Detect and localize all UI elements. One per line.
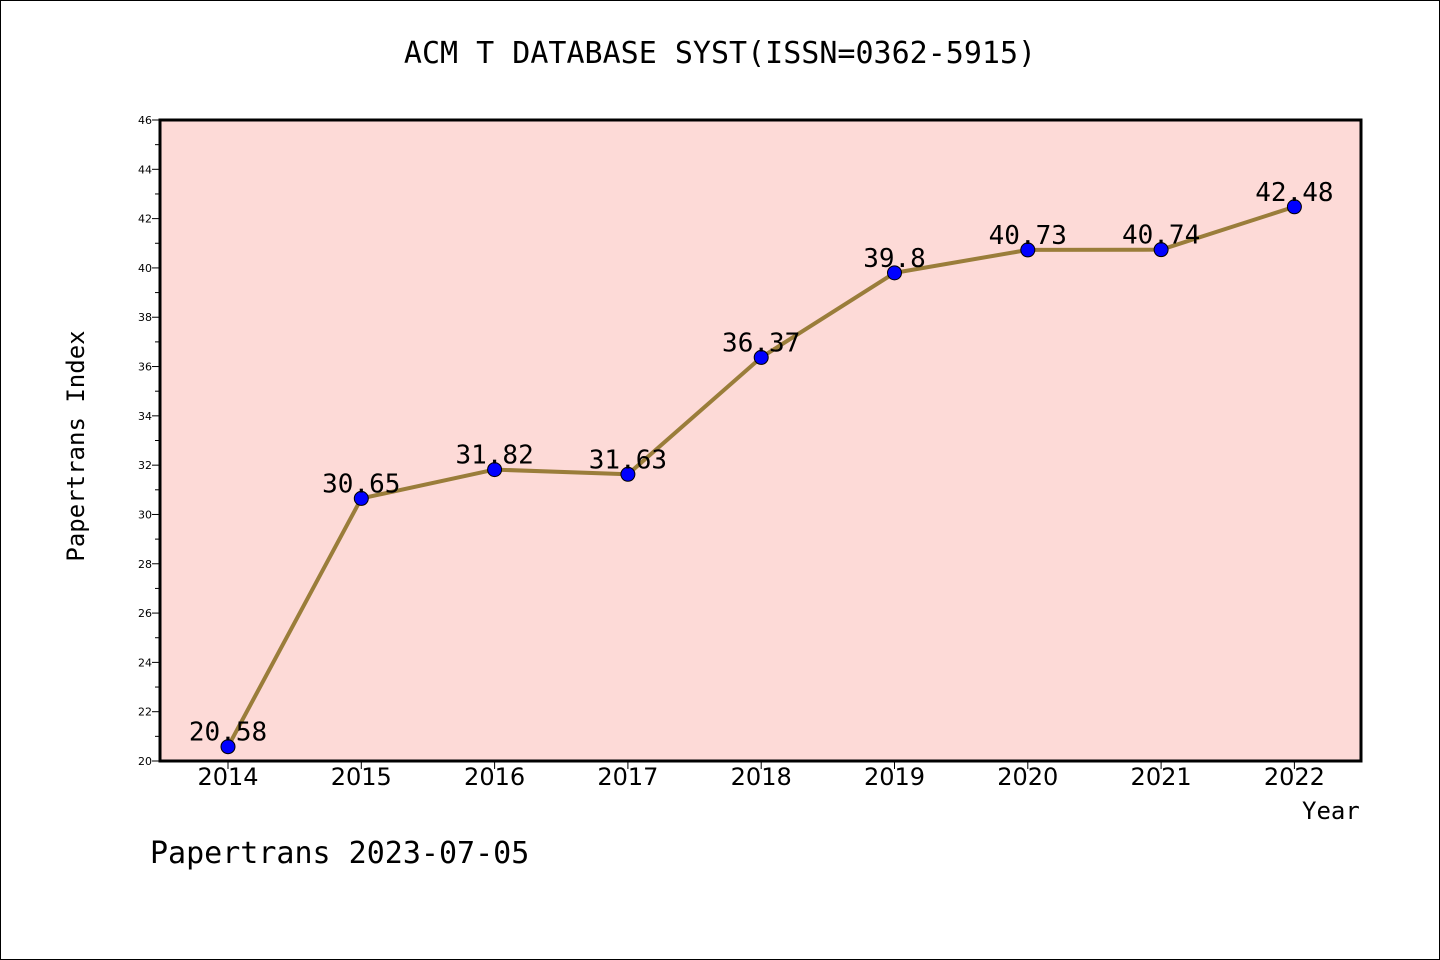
x-tick-label: 2015	[331, 763, 392, 791]
plot-area	[160, 120, 1361, 761]
data-point	[353, 490, 369, 506]
y-tick-label: 46	[138, 114, 152, 127]
x-axis-ticks: 2014 2015 2016 2017 2018 2019 2020 2021 2022	[197, 761, 1325, 791]
x-tick-label: 2016	[464, 763, 525, 791]
data-label: 40.73	[989, 221, 1067, 251]
data-label: 40.74	[1122, 221, 1200, 251]
y-tick-label: 32	[138, 459, 152, 472]
y-tick-label: 20	[138, 755, 152, 768]
data-label: 36.37	[722, 328, 800, 358]
y-tick-label: 28	[138, 558, 152, 571]
data-label: 30.65	[322, 469, 400, 499]
data-labels: 20.58 30.65 31.82 31.63 36.37 39.8 40.73 40.74 4…	[189, 178, 1334, 748]
data-points	[220, 199, 1302, 755]
data-point	[1153, 242, 1169, 258]
data-point	[620, 466, 636, 482]
data-label: 31.63	[589, 445, 667, 475]
y-tick-label: 24	[138, 656, 152, 669]
chart-title: ACM T DATABASE SYST(ISSN=0362-5915)	[403, 36, 1037, 71]
x-tick-label: 2014	[197, 763, 258, 791]
x-tick-label: 2020	[997, 763, 1058, 791]
x-tick-label: 2022	[1264, 763, 1325, 791]
data-label: 39.8	[863, 244, 926, 274]
y-axis-ticks: 20 22 24 26 28 30 32 34 36 38 40 42 44 46	[138, 114, 160, 768]
x-axis-label: Year	[1302, 797, 1360, 825]
data-label: 42.48	[1255, 178, 1333, 208]
data-point	[220, 739, 236, 755]
x-tick-label: 2018	[731, 763, 792, 791]
y-tick-label: 34	[138, 410, 152, 423]
data-label: 31.82	[455, 441, 533, 471]
y-tick-label: 36	[138, 361, 152, 374]
data-point	[753, 349, 769, 365]
footer-text: Papertrans 2023-07-05	[150, 836, 530, 871]
plot-border	[158, 118, 1363, 763]
data-point	[887, 265, 902, 281]
y-tick-label: 42	[138, 213, 152, 226]
y-tick-label: 22	[138, 706, 152, 719]
data-point	[487, 462, 503, 478]
x-tick-label: 2017	[597, 763, 658, 791]
y-tick-label: 26	[138, 607, 152, 620]
x-tick-label: 2021	[1131, 763, 1192, 791]
data-label: 20.58	[189, 718, 267, 748]
y-tick-label: 40	[138, 262, 152, 275]
data-point	[1020, 242, 1036, 258]
y-tick-label: 38	[138, 311, 152, 324]
x-tick-label: 2019	[864, 763, 925, 791]
y-tick-label: 30	[138, 508, 152, 521]
y-tick-label: 44	[138, 163, 152, 176]
data-point	[1286, 199, 1302, 215]
